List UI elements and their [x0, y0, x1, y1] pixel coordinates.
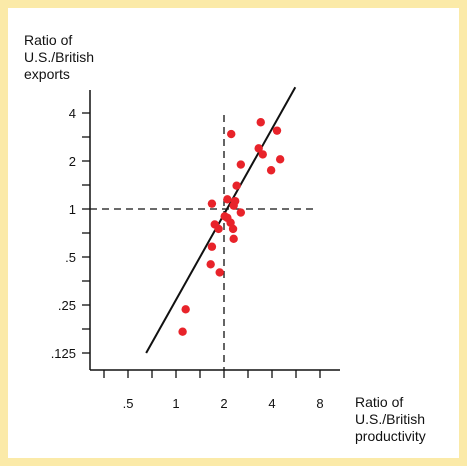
y-tick-label: .5	[65, 250, 76, 265]
trend-line	[145, 86, 297, 354]
y-axis-label-line-2: U.S./British	[24, 49, 94, 65]
y-axis-ticks: .125 .25 .5 1 2 4	[51, 106, 90, 361]
y-tick-label: 4	[69, 106, 76, 121]
x-axis-label-line-1: Ratio of	[355, 394, 403, 410]
data-point	[227, 129, 236, 139]
y-axis-label: Ratio of U.S./British exports	[24, 32, 94, 82]
y-axis-label-line-3: exports	[24, 66, 70, 82]
data-point	[266, 166, 276, 175]
data-point	[206, 260, 215, 269]
x-tick-label: .5	[123, 396, 134, 411]
data-point	[254, 144, 263, 153]
data-point	[223, 195, 232, 204]
data-point	[214, 224, 223, 234]
data-point	[181, 305, 190, 314]
x-axis-label-line-2: U.S./British	[355, 411, 425, 427]
x-tick-label: 4	[268, 396, 275, 411]
data-point	[236, 208, 246, 217]
x-axis-label: Ratio of U.S./British productivity	[355, 394, 426, 444]
y-tick-label: .125	[51, 346, 76, 361]
data-point	[207, 199, 217, 208]
data-point	[230, 196, 240, 206]
reference-lines	[90, 115, 316, 370]
trend-line-group	[145, 86, 297, 354]
data-point	[228, 224, 238, 234]
data-point	[207, 242, 217, 251]
data-point	[256, 118, 265, 127]
x-tick-label: 2	[220, 396, 227, 411]
x-axis-label-line-3: productivity	[355, 428, 426, 444]
data-point	[178, 327, 187, 336]
y-tick-label: 1	[69, 202, 76, 217]
data-points	[178, 118, 285, 336]
data-point	[272, 126, 282, 135]
data-point	[229, 234, 238, 244]
y-axis-label-line-1: Ratio of	[24, 32, 72, 48]
y-tick-label: .25	[58, 298, 76, 313]
x-tick-label: 1	[172, 396, 179, 411]
data-point	[258, 150, 267, 159]
x-axis-ticks: .5 1 2 4 8	[103, 370, 324, 411]
data-point	[232, 181, 241, 190]
data-point	[275, 155, 285, 164]
y-tick-label: 2	[69, 154, 76, 169]
x-tick-label: 8	[316, 396, 323, 411]
data-point	[215, 268, 224, 277]
data-point	[236, 160, 246, 169]
